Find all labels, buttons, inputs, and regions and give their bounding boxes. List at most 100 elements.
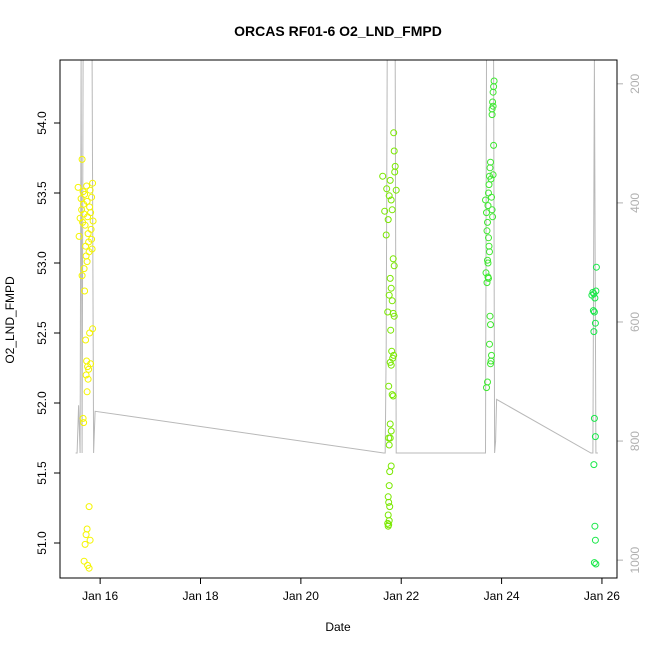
data-point — [484, 259, 492, 267]
data-point — [485, 242, 493, 250]
data-point — [486, 164, 494, 172]
data-point — [385, 482, 393, 490]
y-tick-label: 53.5 — [35, 181, 49, 205]
data-point — [80, 265, 88, 273]
data-point — [75, 232, 83, 240]
data-point — [589, 307, 597, 315]
data-point — [89, 217, 97, 225]
data-point — [83, 197, 91, 205]
data-point — [388, 297, 396, 305]
data-point — [384, 493, 392, 501]
data-point — [591, 522, 599, 530]
data-point — [81, 221, 89, 229]
data-point — [486, 340, 493, 348]
data-point — [382, 231, 390, 239]
data-point — [488, 193, 495, 201]
data-point — [489, 213, 497, 221]
data-point — [591, 536, 599, 544]
data-point — [386, 274, 394, 282]
data-point — [391, 168, 399, 176]
y-tick-label: 51.0 — [35, 531, 49, 555]
data-point — [385, 498, 393, 506]
data-point — [486, 312, 494, 320]
data-point — [489, 88, 497, 96]
data-point — [385, 441, 393, 449]
data-point — [386, 468, 394, 476]
data-point — [379, 172, 387, 180]
data-point — [388, 347, 396, 355]
data-point — [487, 175, 495, 183]
data-point — [78, 155, 86, 163]
data-point — [388, 391, 396, 399]
data-point — [385, 382, 393, 390]
data-point — [482, 196, 489, 204]
data-point — [85, 564, 93, 572]
data-point — [87, 225, 95, 233]
data-point — [384, 511, 392, 519]
data-point — [81, 190, 89, 198]
y-tick-label: 51.5 — [35, 461, 49, 485]
data-point — [487, 360, 494, 368]
data-point — [590, 559, 598, 567]
data-point — [490, 77, 498, 85]
data-point — [88, 235, 96, 243]
x-tick-label: Jan 18 — [182, 589, 218, 603]
series-3 — [482, 77, 498, 392]
plot-frame — [59, 59, 618, 579]
data-point — [82, 252, 90, 260]
data-point — [485, 274, 492, 282]
data-point — [387, 462, 395, 470]
data-point — [82, 371, 90, 379]
data-point — [591, 319, 599, 327]
data-point — [82, 242, 90, 250]
y2-tick-label: 800 — [628, 431, 642, 451]
chart-title: ORCAS RF01-6 O2_LND_FMPD — [234, 23, 442, 39]
y2-tick-label: 1000 — [628, 546, 642, 573]
data-point — [486, 248, 493, 256]
data-point — [590, 414, 598, 422]
data-point — [485, 181, 493, 189]
data-point — [390, 147, 398, 155]
data-point — [80, 557, 88, 565]
data-point — [86, 536, 94, 544]
data-point — [88, 193, 96, 201]
y2-tick-label: 400 — [628, 193, 642, 213]
data-point — [81, 540, 89, 548]
data-point — [386, 420, 394, 428]
data-point — [83, 258, 91, 266]
data-point — [83, 525, 91, 533]
data-point — [83, 388, 91, 396]
series-2 — [379, 129, 400, 530]
altitude-trace-line — [75, 59, 598, 454]
data-point — [484, 256, 491, 264]
data-point — [485, 234, 492, 242]
data-point — [592, 263, 600, 271]
data-point — [86, 186, 94, 194]
x-tick-label: Jan 22 — [383, 589, 419, 603]
x-tick-label: Jan 16 — [82, 589, 118, 603]
altitude-trace — [75, 59, 598, 454]
y-tick-label: 54.0 — [35, 111, 49, 135]
data-point — [87, 209, 95, 217]
data-point — [483, 384, 490, 392]
data-point — [392, 186, 400, 194]
data-point — [384, 519, 392, 527]
x-tick-label: Jan 24 — [484, 589, 520, 603]
y-tick-label: 52.0 — [35, 391, 49, 415]
data-point — [389, 255, 397, 263]
y2-tick-label: 600 — [628, 312, 642, 332]
data-point — [490, 141, 498, 149]
data-point — [386, 503, 394, 511]
series-4 — [588, 263, 600, 568]
data-point — [89, 179, 97, 187]
data-point — [591, 294, 599, 302]
data-point — [390, 351, 398, 359]
y-tick-label: 52.5 — [35, 321, 49, 345]
data-point — [79, 414, 87, 422]
y-tick-label: 53.0 — [35, 251, 49, 275]
y2-tick-label: 200 — [628, 73, 642, 93]
data-point — [85, 503, 93, 511]
y-axis-label: O2_LND_FMPD — [3, 276, 17, 364]
data-point — [488, 351, 495, 359]
data-point — [86, 329, 94, 337]
